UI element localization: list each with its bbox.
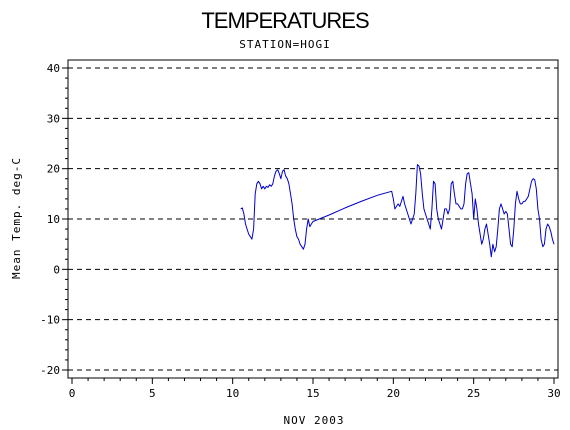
y-tick-label: 20 (47, 163, 60, 176)
x-tick-label: 20 (387, 387, 400, 400)
x-tick-label: 0 (69, 387, 76, 400)
x-tick-label: 5 (149, 387, 156, 400)
x-tick-label: 30 (547, 387, 560, 400)
y-axis-label: Mean Temp. deg-C (10, 157, 23, 279)
y-tick-label: 10 (47, 213, 60, 226)
series-group (240, 164, 555, 258)
series-line-0 (240, 164, 555, 258)
chart-subtitle: STATION=HOGI (239, 38, 330, 51)
y-tick-label: 30 (47, 112, 60, 125)
grid-lines (68, 67, 558, 371)
y-tick-label: -10 (40, 314, 60, 327)
x-tick-label: 10 (226, 387, 239, 400)
plot-frame (67, 59, 559, 379)
x-axis-label: NOV 2003 (284, 414, 345, 427)
x-tick-label: 25 (467, 387, 480, 400)
x-tick-label: 15 (306, 387, 319, 400)
axis-ticks: 40 30 20 10 0 -10 -20 0 5 10 15 20 25 30 (40, 62, 561, 400)
y-tick-label: -20 (40, 364, 60, 377)
y-tick-label: 40 (47, 62, 60, 75)
chart-title: TEMPERATURES (201, 8, 369, 33)
y-tick-label: 0 (53, 263, 60, 276)
